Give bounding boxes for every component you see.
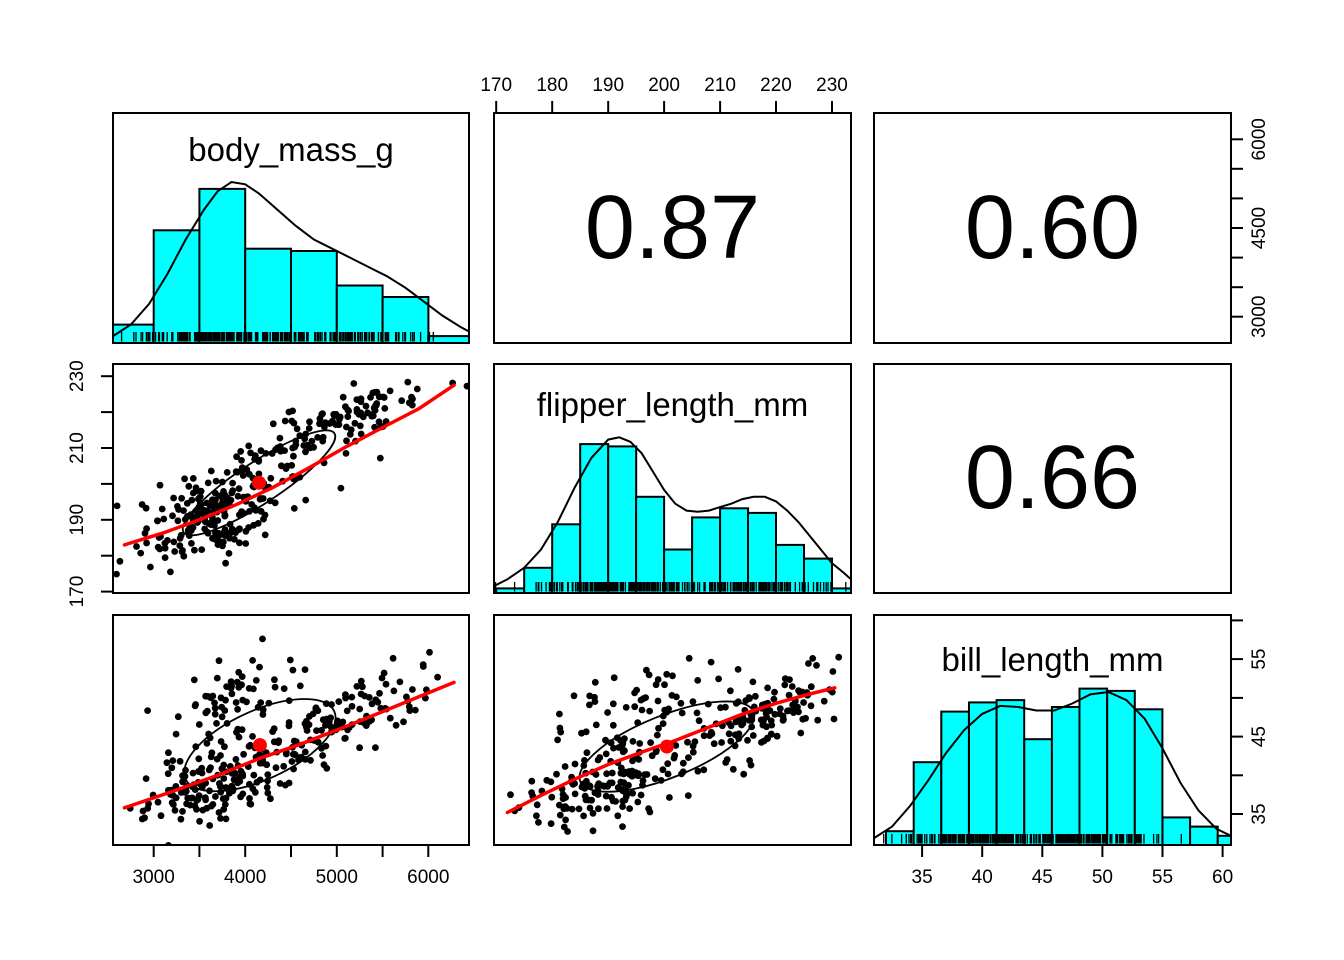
tick-label: 35 — [1249, 803, 1270, 824]
tick-label: 4500 — [1249, 207, 1270, 249]
tick-label: 220 — [760, 75, 792, 96]
axis-left-flipper-length: 170 190 210 230 — [67, 360, 113, 607]
density-curve — [494, 436, 851, 587]
tick-label: 35 — [912, 867, 933, 888]
tick-label: 50 — [1092, 867, 1113, 888]
axis-right-body-mass: 3000 4500 6000 — [1231, 118, 1270, 338]
density-curve — [113, 180, 469, 337]
tick-label: 55 — [1152, 867, 1173, 888]
density-curve — [874, 690, 1231, 839]
tick-label: 180 — [536, 75, 568, 96]
tick-label: 190 — [592, 75, 624, 96]
lowess-line — [122, 383, 456, 547]
tick-label: 6000 — [407, 867, 449, 888]
histogram-panel-flipper_length_mm — [494, 436, 851, 593]
histogram-bars — [113, 187, 469, 343]
tick-label: 60 — [1212, 867, 1233, 888]
axis-bottom-body-mass: 3000 4000 5000 6000 — [133, 845, 449, 888]
tick-label: 200 — [648, 75, 680, 96]
mean-point — [252, 475, 266, 490]
scatter-panel-row2-col1 — [505, 653, 843, 835]
lowess-line — [122, 680, 456, 810]
histogram-bars — [885, 687, 1231, 845]
histogram-panel-bill_length_mm — [874, 687, 1231, 845]
tick-label: 3000 — [133, 867, 175, 888]
correlation-ellipse — [181, 429, 337, 537]
lowess-line — [505, 686, 837, 815]
rug-marks — [883, 834, 1182, 844]
tick-label: 170 — [480, 75, 512, 96]
scatter-points — [507, 653, 843, 835]
scatter-panel-row1-col0 — [113, 378, 469, 578]
tick-label: 6000 — [1249, 118, 1270, 160]
tick-label: 230 — [67, 360, 88, 392]
tick-label: 55 — [1249, 649, 1270, 670]
histogram-panel-body_mass_g — [113, 180, 469, 343]
tick-label: 4000 — [224, 867, 266, 888]
correlation-ellipse — [183, 698, 337, 793]
axis-bottom-bill-length: 35 40 45 50 55 60 — [912, 845, 1233, 888]
tick-label: 40 — [972, 867, 993, 888]
tick-label: 190 — [67, 504, 88, 536]
axis-right-bill-length: 35 45 55 — [1231, 619, 1270, 825]
mean-point — [659, 739, 674, 754]
tick-label: 45 — [1249, 726, 1270, 747]
tick-label: 45 — [1032, 867, 1053, 888]
tick-label: 210 — [67, 432, 88, 464]
rug-marks — [120, 332, 434, 342]
tick-label: 210 — [704, 75, 736, 96]
scatter-panel-row2-col0 — [122, 635, 456, 845]
tick-label: 170 — [67, 576, 88, 608]
axis-top-flipper-length: 170 180 190 200 210 220 230 — [480, 75, 848, 113]
panel-borders — [112, 112, 1232, 846]
tick-label: 3000 — [1249, 296, 1270, 338]
histogram-bars — [495, 443, 851, 593]
rug-marks — [494, 582, 847, 592]
mean-point — [252, 738, 267, 753]
tick-label: 230 — [816, 75, 848, 96]
tick-label: 5000 — [316, 867, 358, 888]
